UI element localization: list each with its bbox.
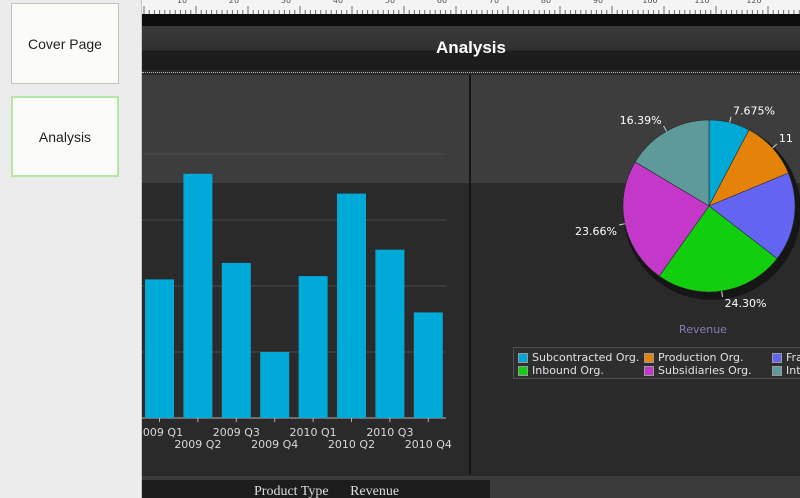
x-tick-label: 2010 Q1 [290, 426, 337, 439]
x-tick-label: 2009 Q4 [251, 438, 298, 451]
ruler-ticks: 10 20 30 40 50 60 70 80 90 100 110 120 [143, 0, 800, 14]
pie-data-label: 23.66% [575, 225, 617, 238]
slide-panel: Cover Page Analysis [0, 0, 142, 498]
ruler-label: 100 [642, 0, 657, 5]
x-tick-label: 2010 Q2 [328, 438, 375, 451]
pie-leader-line [721, 290, 724, 298]
x-tick-label: 2009 Q3 [213, 426, 260, 439]
pie-leader-line [772, 143, 778, 149]
bar-2009-q1 [145, 279, 174, 418]
x-tick-label: 2010 Q4 [405, 438, 452, 451]
ruler-label: 60 [437, 0, 447, 5]
bar-2009-q4 [260, 352, 290, 418]
bar-2010-q1 [298, 276, 328, 418]
pie-slice-int [634, 119, 710, 207]
pie-data-label: 16.39% [620, 114, 662, 127]
ruler-label: 70 [489, 0, 499, 5]
pie-data-label: 7.675% [733, 105, 775, 118]
ruler-label: 30 [281, 0, 291, 5]
legend-swatch [644, 352, 654, 363]
bar-2010-q3 [375, 249, 405, 418]
pie-data-label: 11 [779, 132, 793, 145]
table-header-row: Product Type Revenue [254, 484, 417, 498]
legend-item: Fra [772, 351, 800, 364]
legend-label: Subsidiaries Org. [658, 364, 752, 377]
slide-thumbnail-label: Cover Page [28, 35, 102, 52]
ruler-label: 10 [177, 0, 187, 5]
x-tick-label: 2009 Q2 [174, 438, 221, 451]
legend-swatch [518, 352, 528, 363]
legend-swatch [518, 365, 528, 376]
pie-chart[interactable]: 7.675% 11 24.30% 23.66% 16.39% Revenue [471, 75, 800, 345]
legend-label: Production Org. [658, 351, 744, 364]
slide-thumbnail-analysis[interactable]: Analysis [11, 96, 119, 177]
pie-slice-subsidiaries-org [622, 161, 710, 277]
pie-leader-line [729, 116, 732, 123]
slide-thumbnail-cover-page[interactable]: Cover Page [11, 3, 119, 84]
ruler-label: 20 [229, 0, 239, 5]
pie-legend: Subcontracted Org. Production Org. Fra Inbo… [513, 347, 800, 379]
bar-2010-q2 [337, 193, 366, 418]
x-tick-label: 2010 Q3 [366, 426, 413, 439]
ruler[interactable]: 10 20 30 40 50 60 70 80 90 100 110 120 [142, 0, 800, 14]
legend-label: Inbound Org. [532, 364, 604, 377]
legend-item: Production Org. [644, 351, 744, 364]
pie-leader-line [618, 223, 625, 226]
ruler-label: 40 [333, 0, 343, 5]
legend-item: Subcontracted Org. [518, 351, 639, 364]
ruler-shadow [142, 14, 800, 26]
bar-2009-q2 [183, 173, 213, 418]
x-tick-label: 2009 Q1 [142, 426, 183, 439]
panel-divider [469, 75, 471, 475]
ruler-label: 90 [593, 0, 603, 5]
report-canvas: 10 20 30 40 50 60 70 80 90 100 110 120 Analysis 200… [142, 0, 800, 498]
table-header-revenue: Revenue [350, 484, 400, 498]
legend-swatch [644, 365, 654, 376]
legend-label: Subcontracted Org. [532, 351, 640, 364]
legend-item: Int [772, 364, 800, 377]
ruler-label: 80 [541, 0, 551, 5]
pie-leader-line [663, 125, 667, 132]
legend-item: Inbound Org. [518, 364, 604, 377]
table-header-product-type: Product Type [254, 484, 329, 498]
slide-thumbnail-label: Analysis [38, 128, 92, 145]
dotted-divider [142, 72, 800, 73]
legend-label: Int [786, 364, 800, 377]
pie-slice-fra [708, 172, 796, 259]
ruler-label: 120 [746, 0, 761, 5]
table-header-bar [142, 480, 490, 498]
legend-label: Fra [786, 351, 800, 364]
bar-2010-q4 [413, 312, 443, 418]
bar-2009-q3 [221, 262, 251, 418]
page-title-bar: Analysis [142, 26, 800, 70]
pie-data-label: 24.30% [725, 297, 767, 310]
legend-swatch [772, 365, 782, 376]
legend-swatch [772, 352, 782, 363]
ruler-label: 110 [694, 0, 709, 5]
page-title: Analysis [436, 38, 506, 57]
pie-axis-label: Revenue [679, 323, 727, 336]
ruler-label: 50 [385, 0, 395, 5]
legend-item: Subsidiaries Org. [644, 364, 752, 377]
